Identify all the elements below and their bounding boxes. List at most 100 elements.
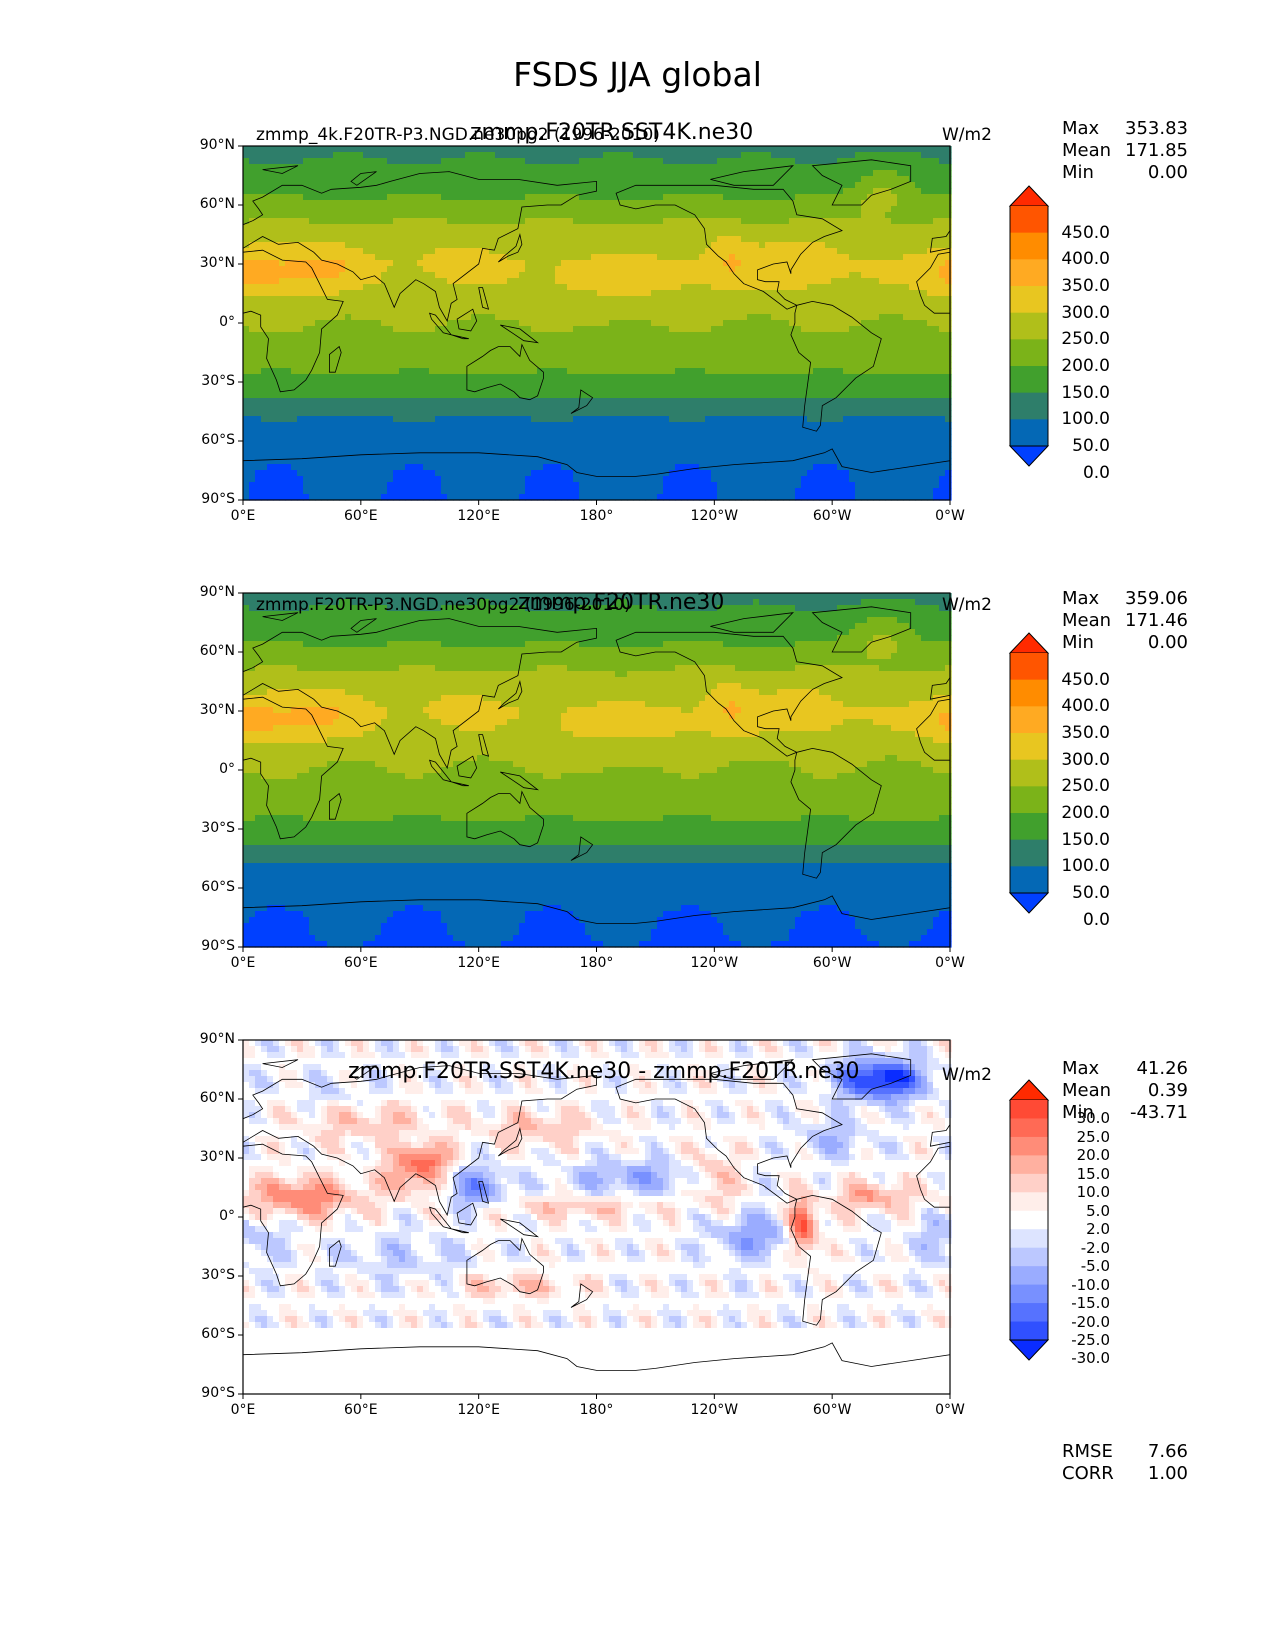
map-cell	[789, 266, 796, 273]
map-cell	[537, 146, 544, 153]
map-cell	[915, 230, 922, 237]
map-cell	[771, 302, 778, 309]
map-cell	[879, 236, 886, 243]
map-cell	[669, 176, 676, 183]
map-cell	[501, 314, 508, 321]
map-cell	[777, 302, 784, 309]
map-cell	[645, 332, 652, 339]
map-cell	[843, 326, 850, 333]
map-cell	[747, 374, 754, 381]
map-cell	[669, 344, 676, 351]
map-cell	[867, 356, 874, 363]
map-cell	[489, 236, 496, 243]
map-cell	[657, 344, 664, 351]
map-cell	[273, 230, 280, 237]
map-cell	[531, 296, 538, 303]
map-cell	[315, 260, 322, 267]
map-cell	[873, 158, 880, 165]
map-cell	[693, 242, 700, 249]
map-cell	[723, 332, 730, 339]
map-cell	[441, 350, 448, 357]
map-cell	[891, 182, 898, 189]
map-cell	[609, 362, 616, 369]
map-cell	[369, 236, 376, 243]
map-cell	[591, 362, 598, 369]
map-cell	[699, 248, 706, 255]
map-cell	[435, 194, 442, 201]
map-cell	[573, 146, 580, 153]
map-cell	[291, 266, 298, 273]
map-cell	[573, 308, 580, 315]
map-cell	[945, 218, 952, 225]
map-cell	[453, 212, 460, 219]
map-cell	[627, 368, 634, 375]
map-cell	[471, 284, 478, 291]
map-cell	[837, 326, 844, 333]
map-cell	[657, 164, 664, 171]
map-cell	[321, 176, 328, 183]
map-cell	[279, 194, 286, 201]
map-cell	[243, 206, 250, 213]
map-cell	[945, 260, 952, 267]
map-cell	[273, 350, 280, 357]
map-cell	[435, 158, 442, 165]
map-cell	[513, 314, 520, 321]
map-cell	[501, 224, 508, 231]
map-cell	[453, 338, 460, 345]
map-cell	[531, 260, 538, 267]
map-cell	[363, 320, 370, 327]
map-cell	[273, 290, 280, 297]
map-cell	[651, 278, 658, 285]
map-cell	[243, 392, 250, 399]
map-cell	[561, 266, 568, 273]
map-cell	[747, 392, 754, 399]
map-cell	[747, 212, 754, 219]
map-cell	[915, 308, 922, 315]
map-cell	[333, 260, 340, 267]
map-cell	[663, 158, 670, 165]
map-cell	[939, 362, 946, 369]
map-cell	[633, 308, 640, 315]
map-cell	[555, 218, 562, 225]
map-cell	[939, 224, 946, 231]
map-cell	[633, 188, 640, 195]
map-cell	[285, 248, 292, 255]
map-cell	[513, 158, 520, 165]
map-cell	[855, 218, 862, 225]
map-cell	[435, 188, 442, 195]
map-cell	[381, 200, 388, 207]
map-cell	[801, 386, 808, 393]
map-cell	[879, 188, 886, 195]
map-cell	[717, 224, 724, 231]
map-cell	[501, 200, 508, 207]
map-cell	[339, 164, 346, 171]
map-cell	[747, 146, 754, 153]
map-cell	[861, 206, 868, 213]
map-cell	[291, 368, 298, 375]
map-cell	[807, 152, 814, 159]
map-cell	[645, 290, 652, 297]
map-cell	[849, 194, 856, 201]
map-cell	[417, 260, 424, 267]
map-cell	[573, 296, 580, 303]
map-cell	[567, 374, 574, 381]
map-cell	[279, 224, 286, 231]
map-cell	[819, 326, 826, 333]
map-cell	[621, 260, 628, 267]
map-cell	[453, 386, 460, 393]
map-cell	[489, 308, 496, 315]
map-cell	[465, 236, 472, 243]
map-cell	[549, 260, 556, 267]
map-cell	[933, 314, 940, 321]
map-cell	[873, 242, 880, 249]
map-cell	[711, 194, 718, 201]
map-cell	[543, 350, 550, 357]
map-cell	[645, 236, 652, 243]
map-cell	[849, 392, 856, 399]
map-cell	[267, 272, 274, 279]
map-cell	[261, 272, 268, 279]
map-cell	[267, 314, 274, 321]
map-cell	[909, 224, 916, 231]
map-cell	[567, 308, 574, 315]
map-cell	[357, 326, 364, 333]
